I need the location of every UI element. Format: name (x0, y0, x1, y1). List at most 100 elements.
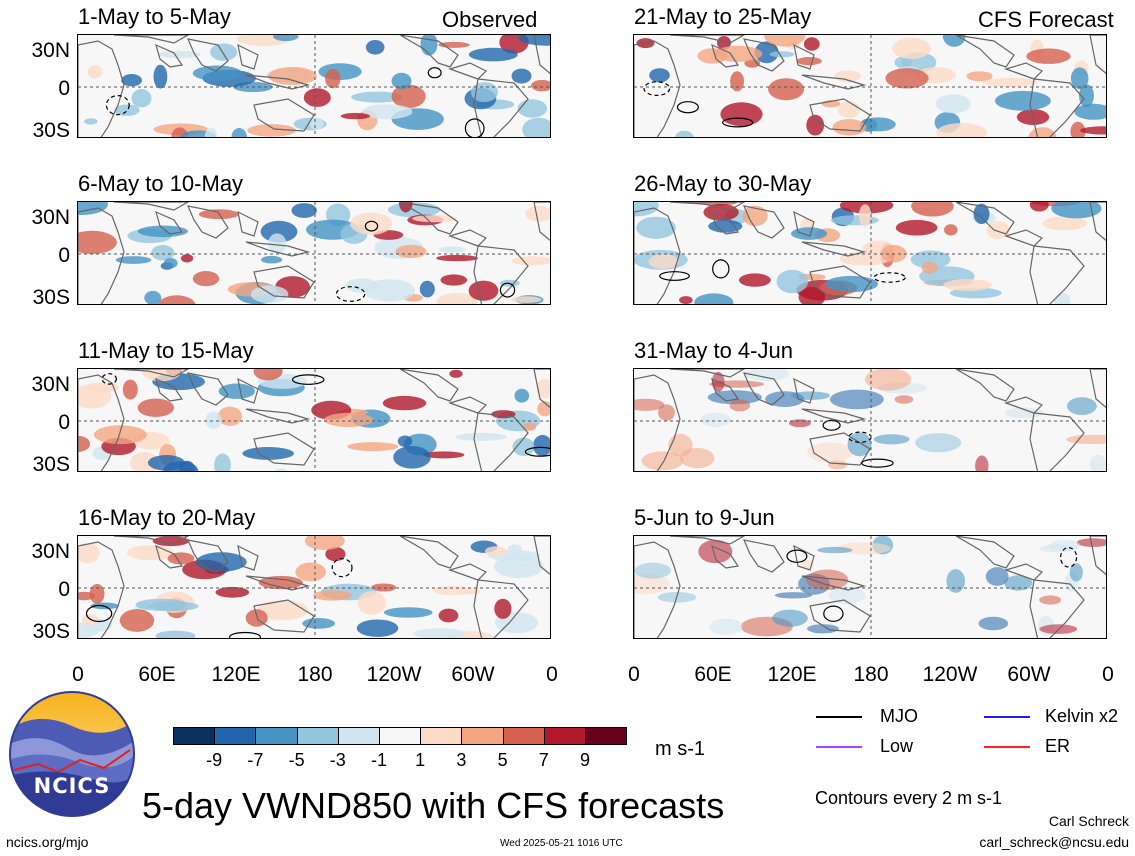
anomaly-blob (649, 68, 670, 83)
anomaly-blob (910, 250, 951, 269)
anomaly-blob (163, 461, 199, 471)
contour (229, 631, 261, 638)
anomaly-blob (634, 562, 672, 579)
colorbar-label: 9 (579, 750, 590, 770)
anomaly-blob (84, 118, 98, 125)
lat-label: 30N (31, 540, 70, 563)
anomaly-blob (89, 583, 105, 604)
ncics-logo: NCICS (8, 690, 136, 818)
coastline (634, 207, 681, 304)
anomaly-blob (517, 99, 548, 118)
anomaly-blob (114, 104, 140, 116)
anomaly-blob (273, 35, 299, 42)
anomaly-blob (325, 68, 341, 89)
anomaly-blob (894, 395, 914, 404)
lon-label: 120E (767, 663, 817, 686)
coastline (237, 43, 259, 70)
anomaly-blob (776, 269, 809, 294)
contour (712, 259, 730, 279)
anomaly-blob (921, 261, 938, 274)
anomaly-blob (707, 390, 762, 405)
legend-kelvin-line (984, 716, 1030, 718)
anomaly-blob (680, 447, 715, 469)
anomaly-blob (258, 575, 303, 590)
anomaly-blob (153, 64, 168, 89)
anomaly-blob (440, 274, 468, 286)
anomaly-blob (412, 215, 458, 223)
anomaly-blob (658, 404, 675, 421)
anomaly-blob (942, 35, 966, 47)
panel-title: 21-May to 25-May (634, 4, 812, 29)
anomaly-blob (935, 94, 971, 114)
coastline (1004, 396, 1044, 414)
site-link[interactable]: ncics.org/mjo (6, 834, 89, 850)
contour (822, 419, 841, 431)
anomaly-blob (536, 378, 550, 399)
colorbar-label: 1 (415, 750, 426, 770)
anomaly-blob (78, 591, 95, 601)
anomaly-blob (1028, 127, 1057, 137)
coastline (155, 43, 184, 68)
author-email[interactable]: carl_schreck@ncsu.edu (979, 834, 1129, 850)
anomaly-blob (885, 68, 929, 89)
anomaly-blob (943, 279, 992, 291)
colorbar-swatch (502, 727, 545, 745)
coastline (711, 544, 740, 569)
anomaly-blob (1042, 216, 1088, 231)
anomaly-blob (837, 101, 860, 118)
coastline (473, 245, 529, 304)
colorbar-swatch (461, 727, 504, 745)
lon-label: 180 (853, 663, 889, 686)
anomaly-blob (828, 586, 866, 604)
contour (873, 272, 906, 283)
anomaly-blob (484, 546, 507, 557)
anomaly-blob (93, 425, 147, 445)
anomaly-blob (636, 216, 676, 239)
anomaly-blob (944, 224, 958, 236)
coastline (473, 78, 529, 137)
anomaly-blob (754, 41, 779, 64)
coastline (533, 369, 550, 409)
anomaly-blob (436, 292, 478, 304)
anomaly-blob (291, 203, 317, 218)
anomaly-blob (1067, 397, 1097, 415)
anomaly-blob (126, 545, 174, 561)
lat-label: 30N (31, 373, 70, 396)
coastline (742, 372, 785, 406)
anomaly-blob (522, 422, 537, 431)
lat-label: 0 (58, 411, 70, 434)
anomaly-blob (180, 254, 194, 263)
coastline (448, 229, 488, 247)
anomaly-blob (423, 451, 465, 459)
map-panel (633, 201, 1107, 305)
map-panel (77, 535, 551, 639)
anomaly-blob (395, 244, 427, 258)
coastline (711, 43, 740, 68)
anomaly-blob (634, 573, 670, 595)
map-panel (77, 201, 551, 305)
anomaly-blob (413, 628, 466, 638)
map-panel (633, 535, 1107, 639)
coastline (113, 536, 190, 545)
anomaly-blob (830, 215, 879, 226)
legend-er-label: ER (1045, 736, 1071, 756)
colorbar-label: -5 (288, 750, 305, 770)
anomaly-blob (192, 271, 220, 287)
anomaly-blob (81, 614, 99, 626)
anomaly-blob (231, 128, 247, 137)
anomaly-blob (325, 547, 346, 562)
anomaly-blob (858, 204, 872, 227)
colorbar-swatch (173, 727, 216, 745)
coastline (237, 377, 259, 404)
contour (659, 271, 690, 281)
map-panel (633, 368, 1107, 472)
logo-text: NCICS (33, 774, 111, 798)
contour (786, 549, 808, 563)
lat-label: 0 (58, 77, 70, 100)
lon-label: 60W (451, 663, 495, 686)
anomaly-blob (985, 567, 1009, 586)
legend-kelvin-label: Kelvin x2 (1045, 706, 1119, 726)
colorbar-label: 7 (538, 750, 549, 770)
anomaly-blob (700, 412, 731, 427)
coastline (634, 374, 681, 471)
